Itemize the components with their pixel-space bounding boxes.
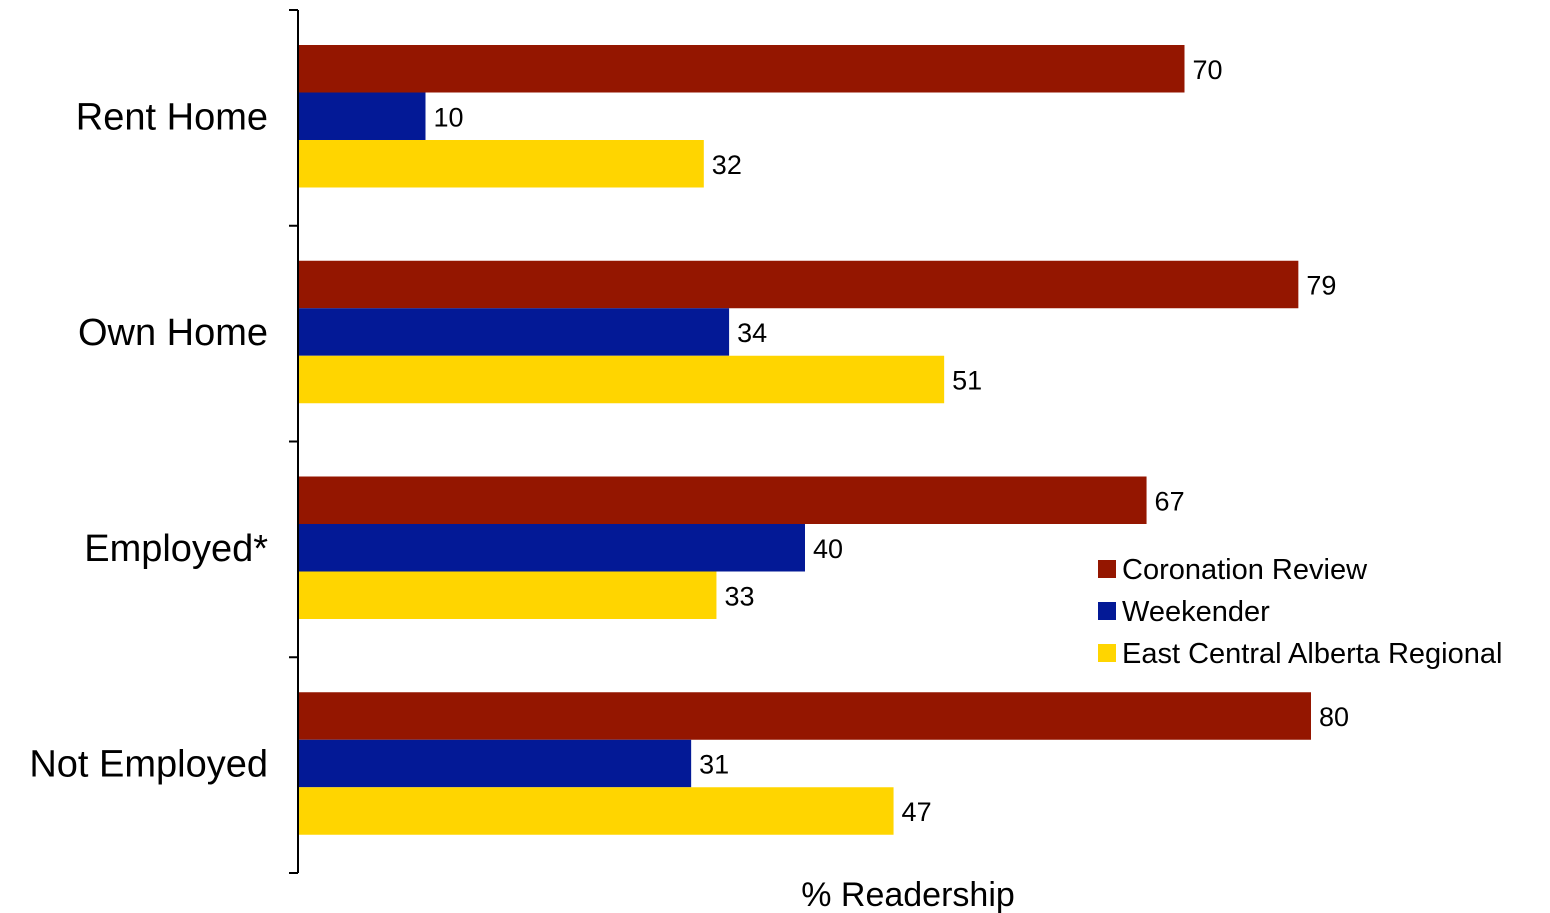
bar-own-home-coronation-review xyxy=(299,260,1299,309)
data-label: 40 xyxy=(813,534,843,564)
bar-employed-coronation-review xyxy=(299,476,1147,524)
legend-label: Coronation Review xyxy=(1122,554,1368,586)
data-label: 33 xyxy=(724,581,754,611)
bar-rent-home-east-central-alberta-regional xyxy=(299,140,704,188)
bar-rent-home-weekender xyxy=(299,92,426,140)
bar-own-home-east-central-alberta-regional xyxy=(299,355,945,404)
category-label: Employed* xyxy=(84,528,268,570)
x-axis-title: % Readership xyxy=(801,876,1015,913)
value-labels-group: 70 10 32 79 34 51 67 40 33 80 31 47 xyxy=(434,55,1350,827)
legend: Coronation Review Weekender East Central A… xyxy=(1098,554,1502,670)
category-label: Rent Home xyxy=(76,96,268,138)
legend-swatch xyxy=(1098,602,1116,620)
category-label: Own Home xyxy=(78,312,268,354)
data-label: 34 xyxy=(737,318,767,348)
data-label: 79 xyxy=(1306,271,1336,301)
data-label: 51 xyxy=(952,366,982,396)
legend-label: Weekender xyxy=(1122,596,1270,628)
data-label: 47 xyxy=(902,797,932,827)
data-label: 32 xyxy=(712,150,742,180)
legend-label: East Central Alberta Regional xyxy=(1122,638,1502,670)
data-label: 10 xyxy=(434,102,464,132)
data-label: 70 xyxy=(1193,55,1223,85)
legend-swatch xyxy=(1098,560,1116,578)
bar-rent-home-coronation-review xyxy=(299,45,1185,93)
category-label: Not Employed xyxy=(29,744,268,786)
bar-own-home-weekender xyxy=(299,308,730,356)
data-label: 31 xyxy=(699,750,729,780)
data-label: 80 xyxy=(1319,702,1349,732)
data-label: 67 xyxy=(1155,486,1185,516)
y-axis xyxy=(289,9,299,874)
bar-not-employed-coronation-review xyxy=(299,692,1311,740)
bar-employed-east-central-alberta-regional xyxy=(299,571,717,619)
bars-group xyxy=(299,45,1311,835)
category-labels-group: Rent Home Own Home Employed* Not Employed xyxy=(29,96,268,785)
bar-not-employed-weekender xyxy=(299,739,692,788)
legend-swatch xyxy=(1098,644,1116,662)
bar-employed-weekender xyxy=(299,524,805,572)
bar-not-employed-east-central-alberta-regional xyxy=(299,787,894,835)
